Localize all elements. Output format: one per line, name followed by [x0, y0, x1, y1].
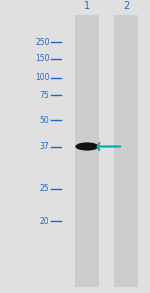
Bar	[114, 15, 138, 287]
Text: 1: 1	[84, 1, 90, 11]
Bar	[75, 15, 99, 287]
Text: 25: 25	[40, 185, 50, 193]
Text: 50: 50	[40, 116, 50, 125]
Text: 37: 37	[40, 142, 50, 151]
Text: 2: 2	[123, 1, 129, 11]
Text: 20: 20	[40, 217, 50, 226]
Text: 75: 75	[40, 91, 50, 100]
Text: 150: 150	[35, 54, 50, 63]
Text: 250: 250	[35, 38, 50, 47]
Ellipse shape	[75, 142, 99, 151]
Text: 100: 100	[35, 73, 50, 82]
